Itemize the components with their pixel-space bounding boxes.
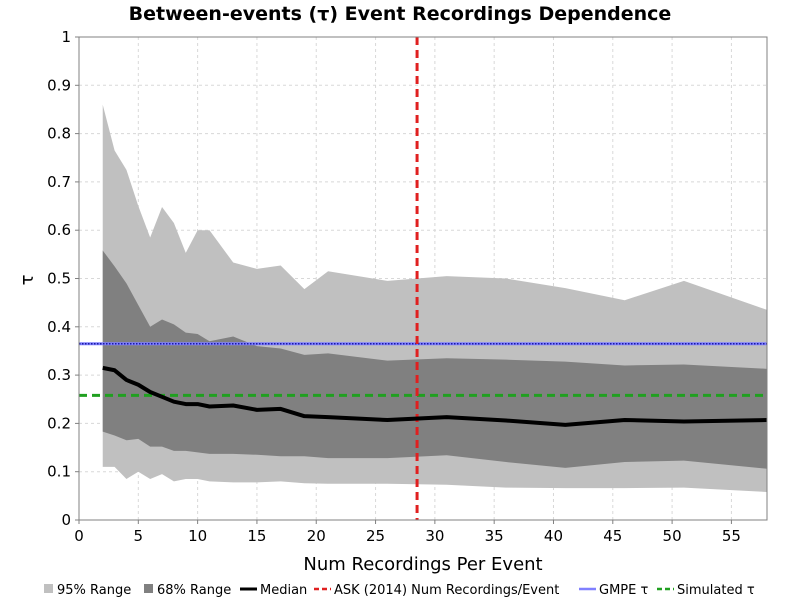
legend-item-simulated-tau: Simulated τ [657,583,755,598]
x-tick-label: 15 [247,527,266,545]
x-tick-label: 5 [134,527,144,545]
x-tick-label: 50 [663,527,682,545]
chart-title: Between-events (τ) Event Recordings Depe… [129,3,672,25]
band-68-range [102,250,768,469]
x-tick-label: 25 [366,527,385,545]
y-tick-label: 0 [61,511,71,529]
legend-item-median: Median [240,583,307,598]
legend-item-95-range: 95% Range [44,583,131,598]
legend-swatch [44,584,53,593]
x-tick-label: 40 [544,527,563,545]
x-tick-label: 20 [307,527,326,545]
band-68-area [102,250,768,469]
median-line [102,365,768,427]
x-ticks: 0 5 10 15 20 25 30 35 40 45 50 55 [74,520,741,545]
y-tick-label: 0.7 [47,173,71,191]
y-tick-label: 1 [61,28,71,46]
legend-item-68-range: 68% Range [144,583,231,598]
legend-label: ASK (2014) Num Recordings/Event [334,583,559,598]
legend: 95% Range 68% Range Median ASK (2014) Num R… [44,583,755,598]
legend-label: 68% Range [157,583,231,598]
x-tick-label: 45 [603,527,622,545]
x-tick-label: 0 [74,527,84,545]
legend-label: 95% Range [57,583,131,598]
y-tick-label: 0.3 [47,366,71,384]
legend-label: Median [260,583,307,598]
y-tick-label: 0.9 [47,76,71,94]
y-tick-label: 0.5 [47,270,71,288]
y-tick-label: 0.2 [47,414,71,432]
x-tick-label: 35 [485,527,504,545]
legend-label: Simulated τ [677,583,755,598]
y-tick-label: 0.6 [47,221,71,239]
y-tick-label: 0.1 [47,463,71,481]
x-axis-label: Num Recordings Per Event [303,554,542,575]
legend-item-ask-2014: ASK (2014) Num Recordings/Event [314,583,559,598]
legend-swatch [144,584,153,593]
median-series [102,365,768,427]
x-tick-label: 10 [188,527,207,545]
reference-lines [79,37,767,520]
x-tick-label: 55 [722,527,741,545]
legend-label: GMPE τ [599,583,648,598]
y-axis-label: τ [17,275,38,286]
y-tick-label: 0.8 [47,125,71,143]
legend-item-gmpe-tau: GMPE τ [579,583,648,598]
y-tick-label: 0.4 [47,318,71,336]
x-tick-label: 30 [425,527,444,545]
y-ticks: 0 0.1 0.2 0.3 0.4 0.5 0.6 0.7 0.8 0.9 1 [47,28,79,529]
